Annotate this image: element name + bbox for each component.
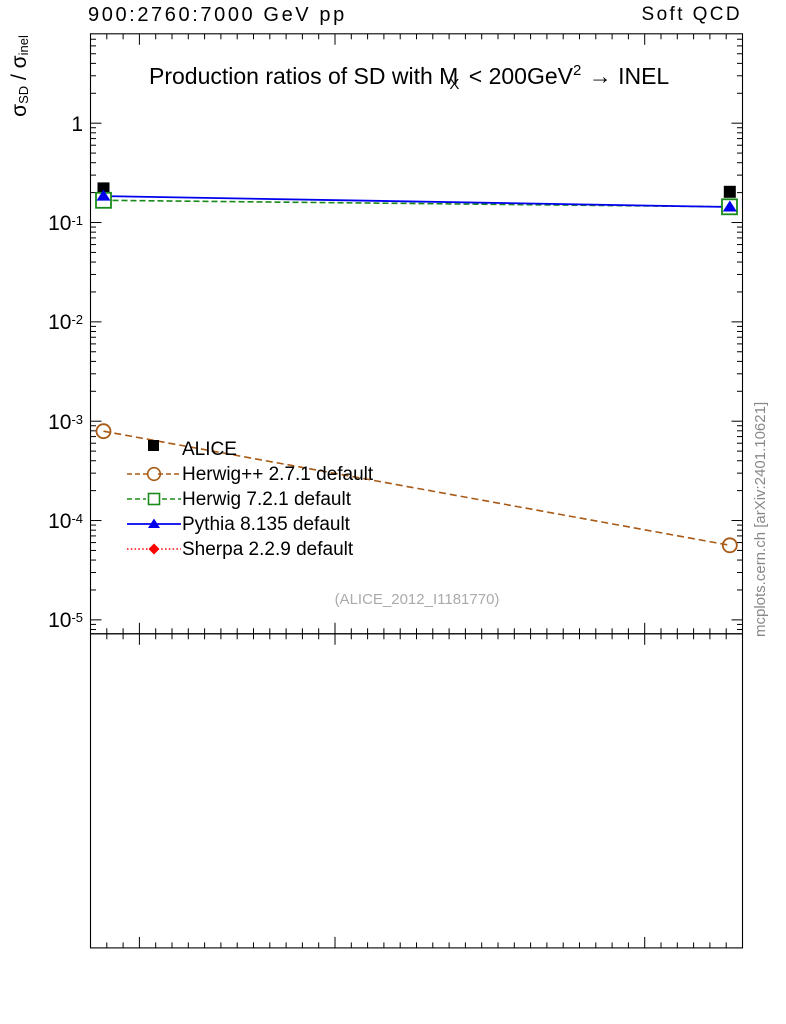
svg-text:10-2: 10-2 — [48, 311, 83, 334]
svg-text:10-3: 10-3 — [48, 411, 83, 434]
svg-text:10-1: 10-1 — [48, 212, 83, 235]
svg-text:Sherpa 2.2.9 default: Sherpa 2.2.9 default — [182, 539, 354, 560]
svg-text:σSD / σinel: σSD / σinel — [8, 35, 31, 117]
svg-text:Herwig 7.2.1 default: Herwig 7.2.1 default — [182, 489, 352, 510]
svg-text:Production ratios of SD with M: Production ratios of SD with MX < 200GeV… — [149, 62, 669, 93]
svg-text:10-5: 10-5 — [48, 609, 83, 632]
svg-text:Herwig++ 2.7.1 default: Herwig++ 2.7.1 default — [182, 464, 374, 485]
svg-text:mcplots.cern.ch [arXiv:2401.10: mcplots.cern.ch [arXiv:2401.10621] — [752, 402, 769, 637]
svg-text:(ALICE_2012_I1181770): (ALICE_2012_I1181770) — [335, 591, 500, 608]
svg-text:10-4: 10-4 — [48, 510, 83, 533]
svg-text:Pythia 8.135 default: Pythia 8.135 default — [182, 514, 351, 535]
svg-text:ALICE: ALICE — [182, 439, 237, 460]
svg-text:1: 1 — [71, 113, 83, 136]
